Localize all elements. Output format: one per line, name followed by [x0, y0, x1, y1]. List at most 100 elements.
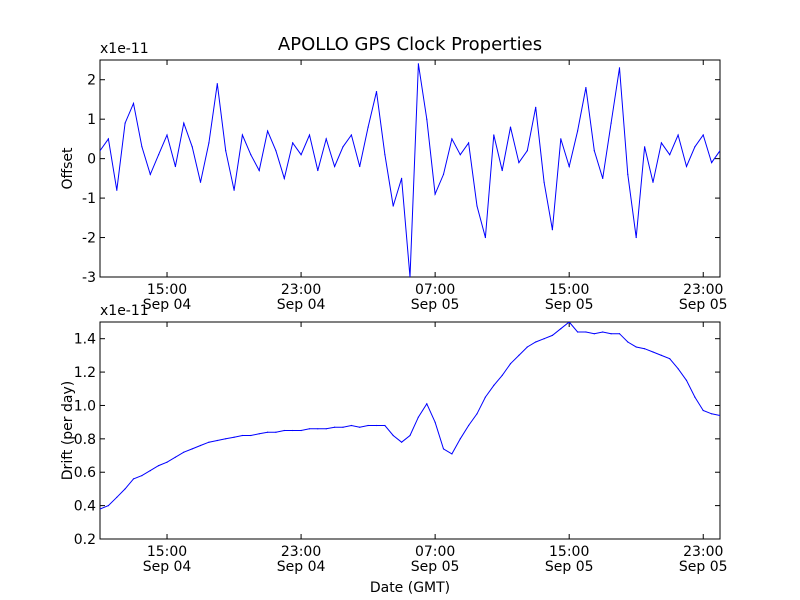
data-point: [241, 134, 243, 136]
data-point: [602, 177, 604, 179]
data-point: [577, 130, 579, 132]
data-point: [618, 67, 621, 69]
data-point: [325, 428, 327, 430]
data-point: [493, 134, 495, 136]
data-point: [199, 181, 202, 183]
data-point: [426, 118, 428, 120]
y-axis-label: Offset: [60, 147, 76, 190]
y-tick-label: 0.6: [74, 465, 96, 481]
y-axis-label: Drift (per day): [60, 381, 76, 480]
data-point: [107, 138, 109, 140]
data-point: [509, 126, 512, 128]
x-axis-label: Date (GMT): [370, 580, 450, 596]
series-line: [100, 63, 720, 277]
y-tick-label: -2: [82, 231, 96, 247]
x-tick-time-label: 23:00: [281, 282, 321, 298]
data-point: [577, 331, 579, 333]
data-point: [107, 505, 109, 507]
data-point: [342, 146, 344, 148]
data-point: [627, 341, 629, 343]
data-point: [241, 434, 243, 437]
data-point: [468, 142, 470, 144]
data-point: [166, 134, 168, 136]
data-point: [484, 236, 486, 239]
x-tick-date-label: Sep 04: [143, 559, 192, 575]
data-point: [300, 429, 302, 432]
data-point: [317, 169, 319, 172]
data-point: [208, 441, 210, 443]
data-point: [669, 358, 671, 360]
data-point: [116, 496, 118, 498]
data-point: [652, 351, 654, 353]
data-point: [669, 154, 671, 156]
data-point: [551, 334, 554, 336]
x-tick-date-label: Sep 05: [545, 559, 594, 575]
data-point: [543, 338, 545, 340]
data-point: [292, 429, 294, 432]
data-point: [375, 91, 378, 93]
data-point: [551, 229, 554, 231]
x-tick-time-label: 15:00: [549, 282, 589, 298]
data-point: [568, 165, 570, 168]
data-point: [392, 205, 394, 207]
data-point: [149, 173, 151, 175]
data-point: [610, 122, 612, 124]
data-point: [660, 142, 663, 144]
data-point: [401, 177, 403, 179]
data-point: [426, 403, 428, 405]
x-tick-time-label: 07:00: [415, 282, 455, 298]
x-tick-time-label: 07:00: [415, 544, 455, 560]
data-point: [350, 424, 352, 427]
data-point: [677, 134, 679, 136]
data-point: [459, 438, 461, 440]
data-point: [719, 150, 720, 152]
data-point: [132, 478, 135, 480]
data-point: [233, 189, 235, 191]
y-tick-label: 1.0: [74, 398, 96, 414]
data-point: [375, 424, 378, 427]
data-point: [267, 130, 269, 132]
x-tick-date-label: Sep 04: [277, 559, 326, 575]
data-point: [283, 177, 285, 179]
data-point: [585, 331, 587, 333]
y-multiplier-label: x1e-11: [100, 303, 149, 319]
data-point: [719, 414, 720, 417]
data-point: [116, 189, 118, 191]
data-point: [216, 439, 218, 442]
data-point: [191, 146, 193, 148]
data-point: [292, 142, 294, 144]
data-point: [509, 363, 512, 365]
data-point: [141, 146, 143, 148]
data-point: [334, 426, 336, 428]
x-tick-time-label: 15:00: [147, 544, 187, 560]
data-point: [384, 154, 386, 156]
data-point: [401, 441, 403, 443]
data-point: [392, 434, 394, 437]
data-point: [468, 424, 470, 427]
y-tick-label: 1: [87, 112, 96, 128]
data-point: [476, 413, 478, 415]
data-point: [593, 150, 595, 152]
data-point: [560, 138, 562, 140]
y-tick-label: 0: [87, 152, 96, 168]
x-tick-date-label: Sep 05: [679, 559, 728, 575]
data-point: [476, 205, 478, 207]
data-point: [535, 341, 537, 343]
data-point: [434, 421, 436, 423]
data-point: [484, 396, 486, 398]
data-point: [191, 448, 193, 450]
y-tick-label: 1.2: [74, 365, 96, 381]
data-point: [501, 169, 503, 172]
y-tick-label: -3: [82, 270, 96, 286]
data-point: [141, 475, 143, 477]
y-tick-label: 0.8: [74, 432, 96, 448]
data-point: [652, 181, 654, 183]
data-point: [501, 374, 503, 376]
x-tick-time-label: 15:00: [549, 544, 589, 560]
data-point: [442, 448, 445, 450]
data-point: [560, 328, 562, 330]
data-point: [702, 409, 704, 412]
chart-title: APOLLO GPS Clock Properties: [278, 34, 542, 55]
data-point: [702, 134, 704, 136]
